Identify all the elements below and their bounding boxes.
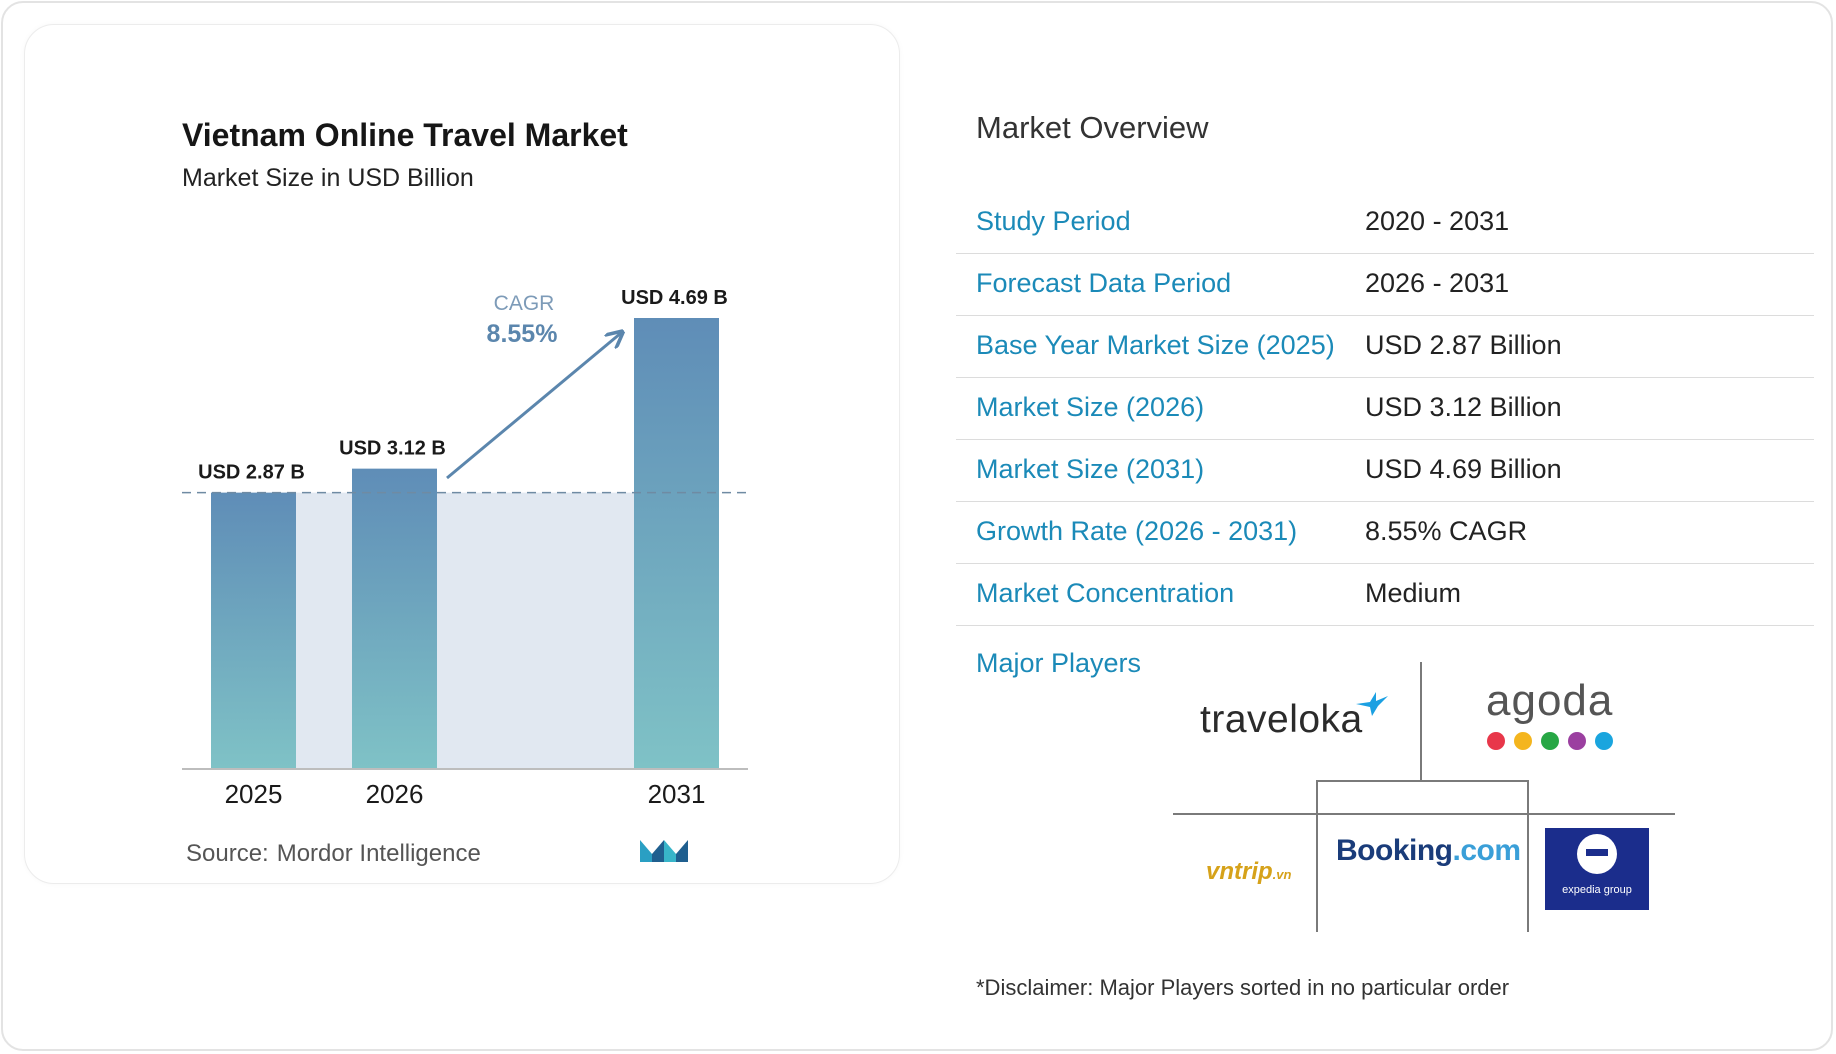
overview-row: Study Period 2020 - 2031 bbox=[956, 191, 1814, 254]
overview-row-value: 8.55% CAGR bbox=[1365, 516, 1528, 546]
vntrip-logo-suffix: .vn bbox=[1272, 867, 1292, 882]
expedia-group-logo: expedia group bbox=[1545, 828, 1649, 910]
booking-box-left bbox=[1316, 780, 1318, 932]
data-label: USD 2.87 B bbox=[198, 462, 305, 484]
overview-row: Growth Rate (2026 - 2031) 8.55% CAGR bbox=[956, 501, 1814, 564]
overview-row-label: Base Year Market Size (2025) bbox=[976, 330, 1335, 360]
agoda-dot bbox=[1514, 732, 1532, 750]
major-players-label: Major Players bbox=[976, 648, 1142, 678]
overview-row: Base Year Market Size (2025) USD 2.87 Bil… bbox=[956, 315, 1814, 378]
booking-logo-main: Booking bbox=[1336, 834, 1453, 867]
overview-row-label: Market Size (2026) bbox=[976, 392, 1205, 422]
bar bbox=[634, 318, 719, 768]
vntrip-logo-main: vntrip bbox=[1206, 858, 1273, 885]
data-label: USD 4.69 B bbox=[621, 287, 728, 309]
overview-row-label: Market Concentration bbox=[976, 578, 1235, 608]
agoda-dot bbox=[1595, 732, 1613, 750]
overview-title: Market Overview bbox=[976, 110, 1209, 145]
data-label: USD 3.12 B bbox=[339, 438, 446, 460]
players-divider-horizontal bbox=[1173, 813, 1675, 815]
overview-row: Market Concentration Medium bbox=[956, 563, 1814, 626]
overview-row: Market Size (2026) USD 3.12 Billion bbox=[956, 377, 1814, 440]
overview-row: Forecast Data Period 2026 - 2031 bbox=[956, 253, 1814, 316]
overview-row-value: 2020 - 2031 bbox=[1365, 206, 1510, 236]
expedia-logo-text: expedia group bbox=[1562, 884, 1632, 896]
booking-box-top bbox=[1316, 780, 1528, 782]
overview-row-label: Forecast Data Period bbox=[976, 268, 1232, 298]
cagr-label: CAGR bbox=[494, 292, 555, 315]
x-tick-label: 2025 bbox=[225, 779, 283, 809]
cagr-value: 8.55% bbox=[487, 320, 558, 348]
vntrip-logo: vntrip.vn bbox=[1206, 858, 1291, 886]
booking-box-right bbox=[1527, 780, 1529, 932]
expedia-e-icon bbox=[1577, 834, 1617, 874]
players-divider-vertical-top bbox=[1420, 662, 1422, 780]
baseline-band bbox=[296, 492, 634, 768]
agoda-logo: agoda bbox=[1486, 676, 1614, 725]
overview-row-value: USD 4.69 Billion bbox=[1365, 454, 1562, 484]
source-value: Mordor Intelligence bbox=[276, 840, 481, 867]
agoda-dots bbox=[1487, 732, 1613, 750]
chart-title: Vietnam Online Travel Market bbox=[182, 117, 628, 153]
booking-logo: Booking.com bbox=[1336, 834, 1521, 868]
agoda-dot bbox=[1541, 732, 1559, 750]
overview-row-label: Study Period bbox=[976, 206, 1131, 236]
bar-chart: 2025 2026 2031 USD 2.87 B USD 3.12 B USD 4.69… bbox=[182, 287, 752, 809]
overview-row-value: USD 2.87 Billion bbox=[1365, 330, 1562, 360]
chart-subtitle: Market Size in USD Billion bbox=[182, 164, 474, 192]
bar bbox=[211, 492, 296, 768]
agoda-dot bbox=[1568, 732, 1586, 750]
traveloka-logo: traveloka bbox=[1200, 698, 1363, 741]
source-note: Source: Mordor Intelligence bbox=[186, 840, 489, 868]
traveloka-bird-icon bbox=[1356, 692, 1388, 716]
x-tick-label: 2026 bbox=[366, 779, 424, 809]
overview-row-value: Medium bbox=[1365, 578, 1462, 608]
overview-row-label: Market Size (2031) bbox=[976, 454, 1205, 484]
overview-row: Market Size (2031) USD 4.69 Billion bbox=[956, 439, 1814, 502]
mordor-intelligence-logo-icon bbox=[640, 840, 688, 862]
booking-logo-suffix: .com bbox=[1452, 834, 1522, 867]
disclaimer: *Disclaimer: Major Players sorted in no … bbox=[976, 975, 1510, 1000]
overview-row-value: 2026 - 2031 bbox=[1365, 268, 1510, 298]
source-label: Source: bbox=[186, 840, 269, 867]
x-tick-label: 2031 bbox=[648, 779, 706, 809]
cagr-arrow bbox=[446, 333, 621, 480]
overview-row-value: USD 3.12 Billion bbox=[1365, 392, 1562, 422]
agoda-dot bbox=[1487, 732, 1505, 750]
bar bbox=[352, 468, 437, 768]
overview-row-label: Growth Rate (2026 - 2031) bbox=[976, 516, 1298, 546]
